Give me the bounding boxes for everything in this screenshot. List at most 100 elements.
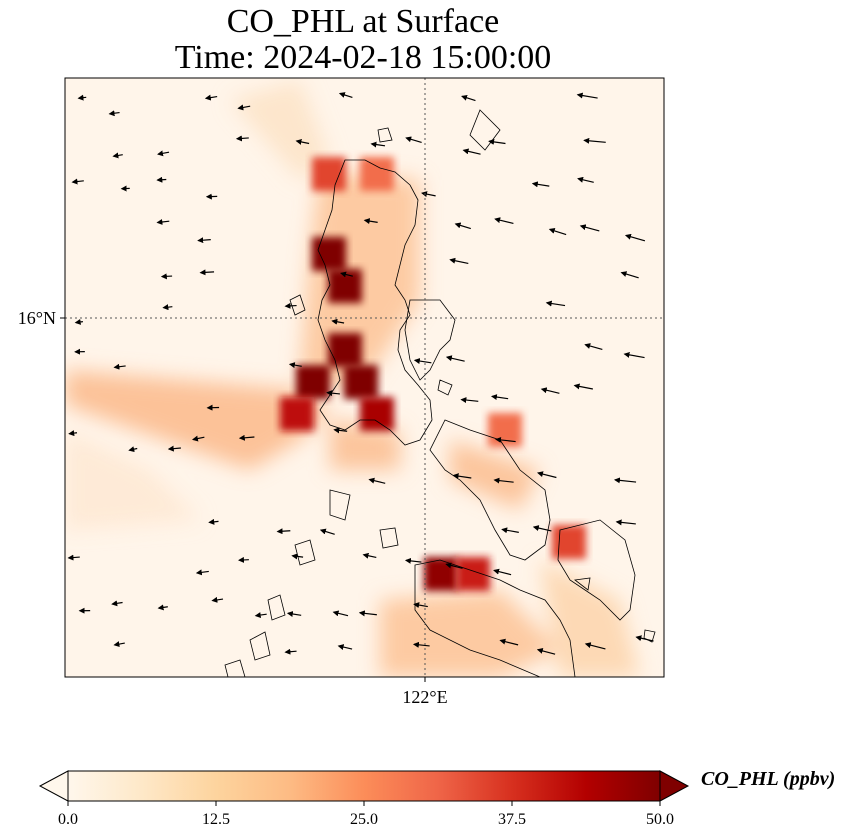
wind-arrow bbox=[204, 94, 218, 101]
wind-arrow bbox=[237, 556, 249, 563]
concentration-cell bbox=[456, 557, 490, 591]
wind-arrow bbox=[501, 527, 519, 534]
wind-arrow bbox=[405, 136, 422, 143]
wind-arrow bbox=[67, 554, 80, 561]
wind-arrow bbox=[238, 434, 255, 441]
wind-arrow bbox=[111, 600, 123, 607]
coastline bbox=[224, 109, 656, 677]
concentration-cell bbox=[312, 237, 346, 271]
wind-arrow bbox=[548, 227, 567, 236]
wind-arrow bbox=[326, 390, 340, 397]
map-frame bbox=[64, 77, 665, 678]
wind-arrow bbox=[452, 473, 472, 480]
wind-arrow bbox=[77, 94, 87, 101]
colorbar-tick-label: 25.0 bbox=[350, 811, 378, 828]
wind-arrow bbox=[449, 257, 469, 265]
colorbar-tick-label: 12.5 bbox=[202, 811, 230, 828]
wind-arrow bbox=[191, 435, 205, 442]
wind-arrow bbox=[197, 237, 211, 244]
wind-arrow bbox=[421, 191, 436, 198]
concentration-cell bbox=[424, 557, 458, 591]
wind-arrow bbox=[579, 224, 600, 232]
wind-arrow bbox=[235, 135, 249, 142]
concentration-cell bbox=[552, 525, 586, 559]
colorbar-tick-label: 37.5 bbox=[498, 811, 526, 828]
wind-arrow bbox=[490, 394, 509, 401]
wind-arrow bbox=[128, 446, 138, 453]
wind-arrow bbox=[404, 557, 422, 564]
colorbar-tick-label: 0.0 bbox=[58, 811, 78, 828]
wind-arrow bbox=[576, 92, 598, 99]
wind-arrow bbox=[71, 178, 84, 185]
ytick-label: 16°N bbox=[18, 308, 56, 328]
colorbar-extend-min bbox=[38, 770, 69, 802]
wind-arrow bbox=[613, 477, 637, 484]
wind-arrow bbox=[368, 477, 386, 484]
wind-arrow bbox=[358, 610, 377, 617]
wind-arrow bbox=[340, 271, 353, 278]
wind-arrow bbox=[462, 148, 481, 155]
map-field bbox=[65, 78, 664, 677]
wind-arrow bbox=[208, 518, 219, 525]
wind-arrow bbox=[199, 269, 215, 276]
wind-arrow bbox=[370, 141, 386, 148]
wind-arrow bbox=[112, 152, 123, 159]
wind-arrow bbox=[113, 363, 126, 370]
concentration-cell bbox=[280, 397, 314, 431]
wind-arrow bbox=[291, 553, 304, 560]
wind-arrow bbox=[156, 218, 170, 225]
wind-arrow bbox=[288, 362, 302, 369]
wind-arrow bbox=[108, 110, 120, 117]
wind-arrow bbox=[295, 139, 310, 145]
wind-arrow bbox=[331, 318, 345, 325]
concentration-cell bbox=[488, 413, 522, 447]
wind-arrow bbox=[454, 222, 471, 230]
wind-arrow bbox=[211, 596, 224, 603]
wind-arrow bbox=[284, 648, 297, 655]
wind-arrow bbox=[488, 138, 506, 145]
wind-arrow bbox=[363, 218, 378, 225]
wind-arrow bbox=[362, 552, 377, 559]
colorbar-tick-label: 50.0 bbox=[646, 811, 674, 828]
wind-arrow bbox=[620, 271, 639, 279]
title-line-1: CO_PHL at Surface bbox=[226, 3, 500, 40]
xtick-label: 122°E bbox=[402, 687, 447, 707]
wind-arrow bbox=[276, 528, 291, 535]
wind-arrow bbox=[337, 644, 353, 650]
wind-arrow bbox=[445, 355, 465, 362]
wind-arrow bbox=[494, 217, 514, 224]
wind-arrow bbox=[540, 387, 560, 394]
wind-arrow bbox=[445, 562, 463, 569]
wind-arrow bbox=[195, 569, 209, 576]
colorbar-ticks: 0.0 12.5 25.0 37.5 50.0 bbox=[58, 801, 674, 828]
wind-arrow bbox=[413, 602, 428, 609]
wind-arrow bbox=[635, 635, 654, 642]
wind-arrow bbox=[113, 641, 125, 648]
wind-arrow bbox=[333, 427, 348, 434]
wind-arrow bbox=[157, 604, 168, 611]
concentration-cell bbox=[312, 157, 346, 191]
wind-arrow bbox=[332, 610, 349, 617]
wind-arrow bbox=[623, 351, 645, 359]
wind-arrow bbox=[156, 176, 167, 183]
wind-vectors bbox=[67, 92, 654, 655]
wind-arrow bbox=[573, 383, 593, 390]
wind-arrow bbox=[74, 318, 83, 325]
title-line-2: Time: 2024-02-18 15:00:00 bbox=[174, 39, 552, 76]
wind-arrow bbox=[584, 343, 603, 351]
wind-arrow bbox=[583, 137, 606, 144]
wind-arrow bbox=[167, 445, 181, 452]
wind-arrow bbox=[493, 477, 514, 484]
wind-arrow bbox=[531, 181, 550, 188]
concentration-cell bbox=[296, 365, 330, 399]
concentration-cell bbox=[328, 333, 362, 367]
concentration-cell bbox=[360, 397, 394, 431]
wind-arrow bbox=[545, 300, 566, 307]
wind-arrow bbox=[461, 94, 476, 102]
wind-arrow bbox=[237, 104, 251, 111]
wind-arrow bbox=[413, 358, 432, 365]
wind-arrow bbox=[160, 273, 173, 280]
wind-arrow bbox=[254, 612, 267, 619]
